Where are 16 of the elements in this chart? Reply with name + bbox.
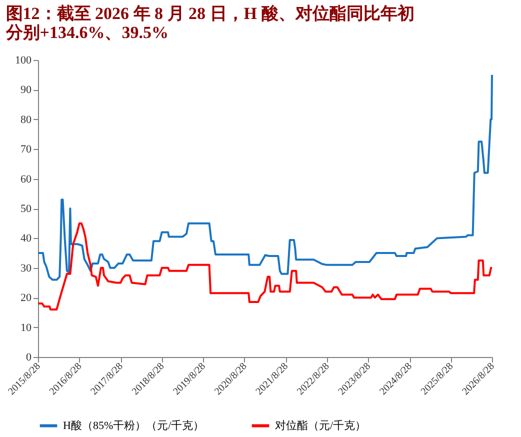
y-tick-label: 80 [20,114,32,126]
legend-label: H酸（85%干粉）（元/千克） [63,418,204,432]
y-tick-label: 0 [26,352,32,364]
y-tick-label: 100 [15,54,32,66]
legend-label: 对位酯（元/千克） [275,418,366,432]
y-tick-label: 10 [20,322,32,334]
y-tick-label: 30 [20,262,32,274]
y-tick-label: 40 [20,232,32,245]
y-tick-label: 60 [20,173,32,186]
y-tick-label: 50 [20,203,32,215]
line-series [37,222,493,310]
y-tick-label: 90 [20,84,32,96]
y-tick-label: 20 [20,292,32,304]
chart-title: 图12：截至 2026 年 8 月 28 日，H 酸、对位酯同比年初分别+134.6%、39.5% [4,4,414,42]
line-series [37,74,493,281]
y-tick-label: 70 [20,144,32,156]
